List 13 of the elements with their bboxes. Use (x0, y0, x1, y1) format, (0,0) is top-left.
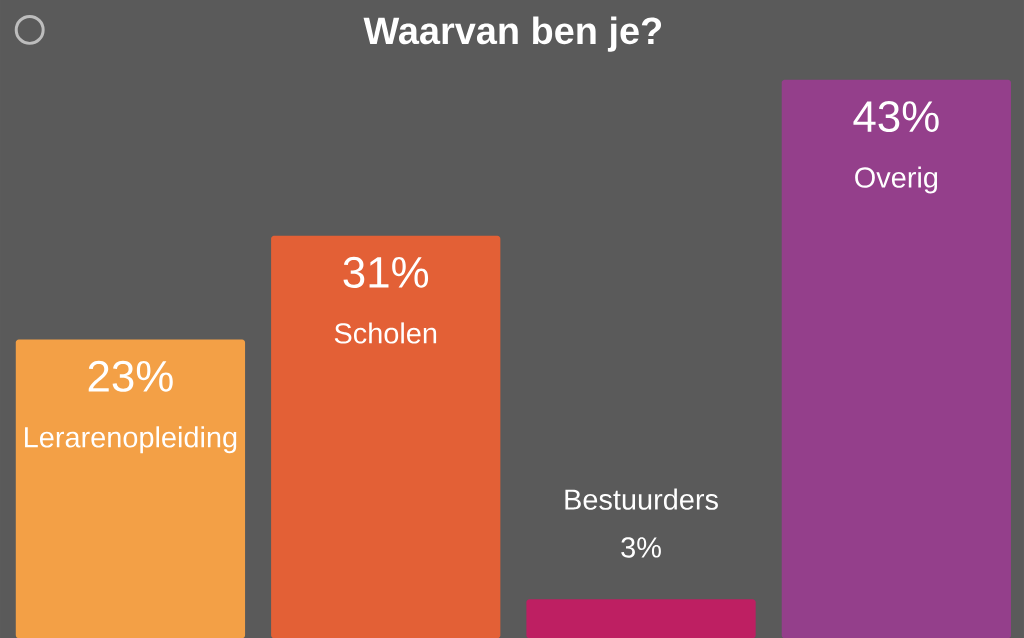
data-label: 31% (343, 256, 429, 288)
x-tick-label: Lerarenopleiding (25, 426, 237, 454)
x-tick-label: Overig (855, 166, 938, 194)
bar (271, 235, 501, 638)
bar (526, 599, 756, 638)
chart-title: Waarvan ben je? (363, 16, 662, 52)
data-label: 3% (621, 537, 661, 558)
bar (15, 339, 246, 638)
bar (781, 79, 1011, 638)
x-tick-label: Bestuurders (565, 488, 718, 510)
x-tick-label: Scholen (334, 322, 437, 344)
data-label: 43% (853, 100, 939, 132)
data-label: 23% (88, 360, 173, 392)
